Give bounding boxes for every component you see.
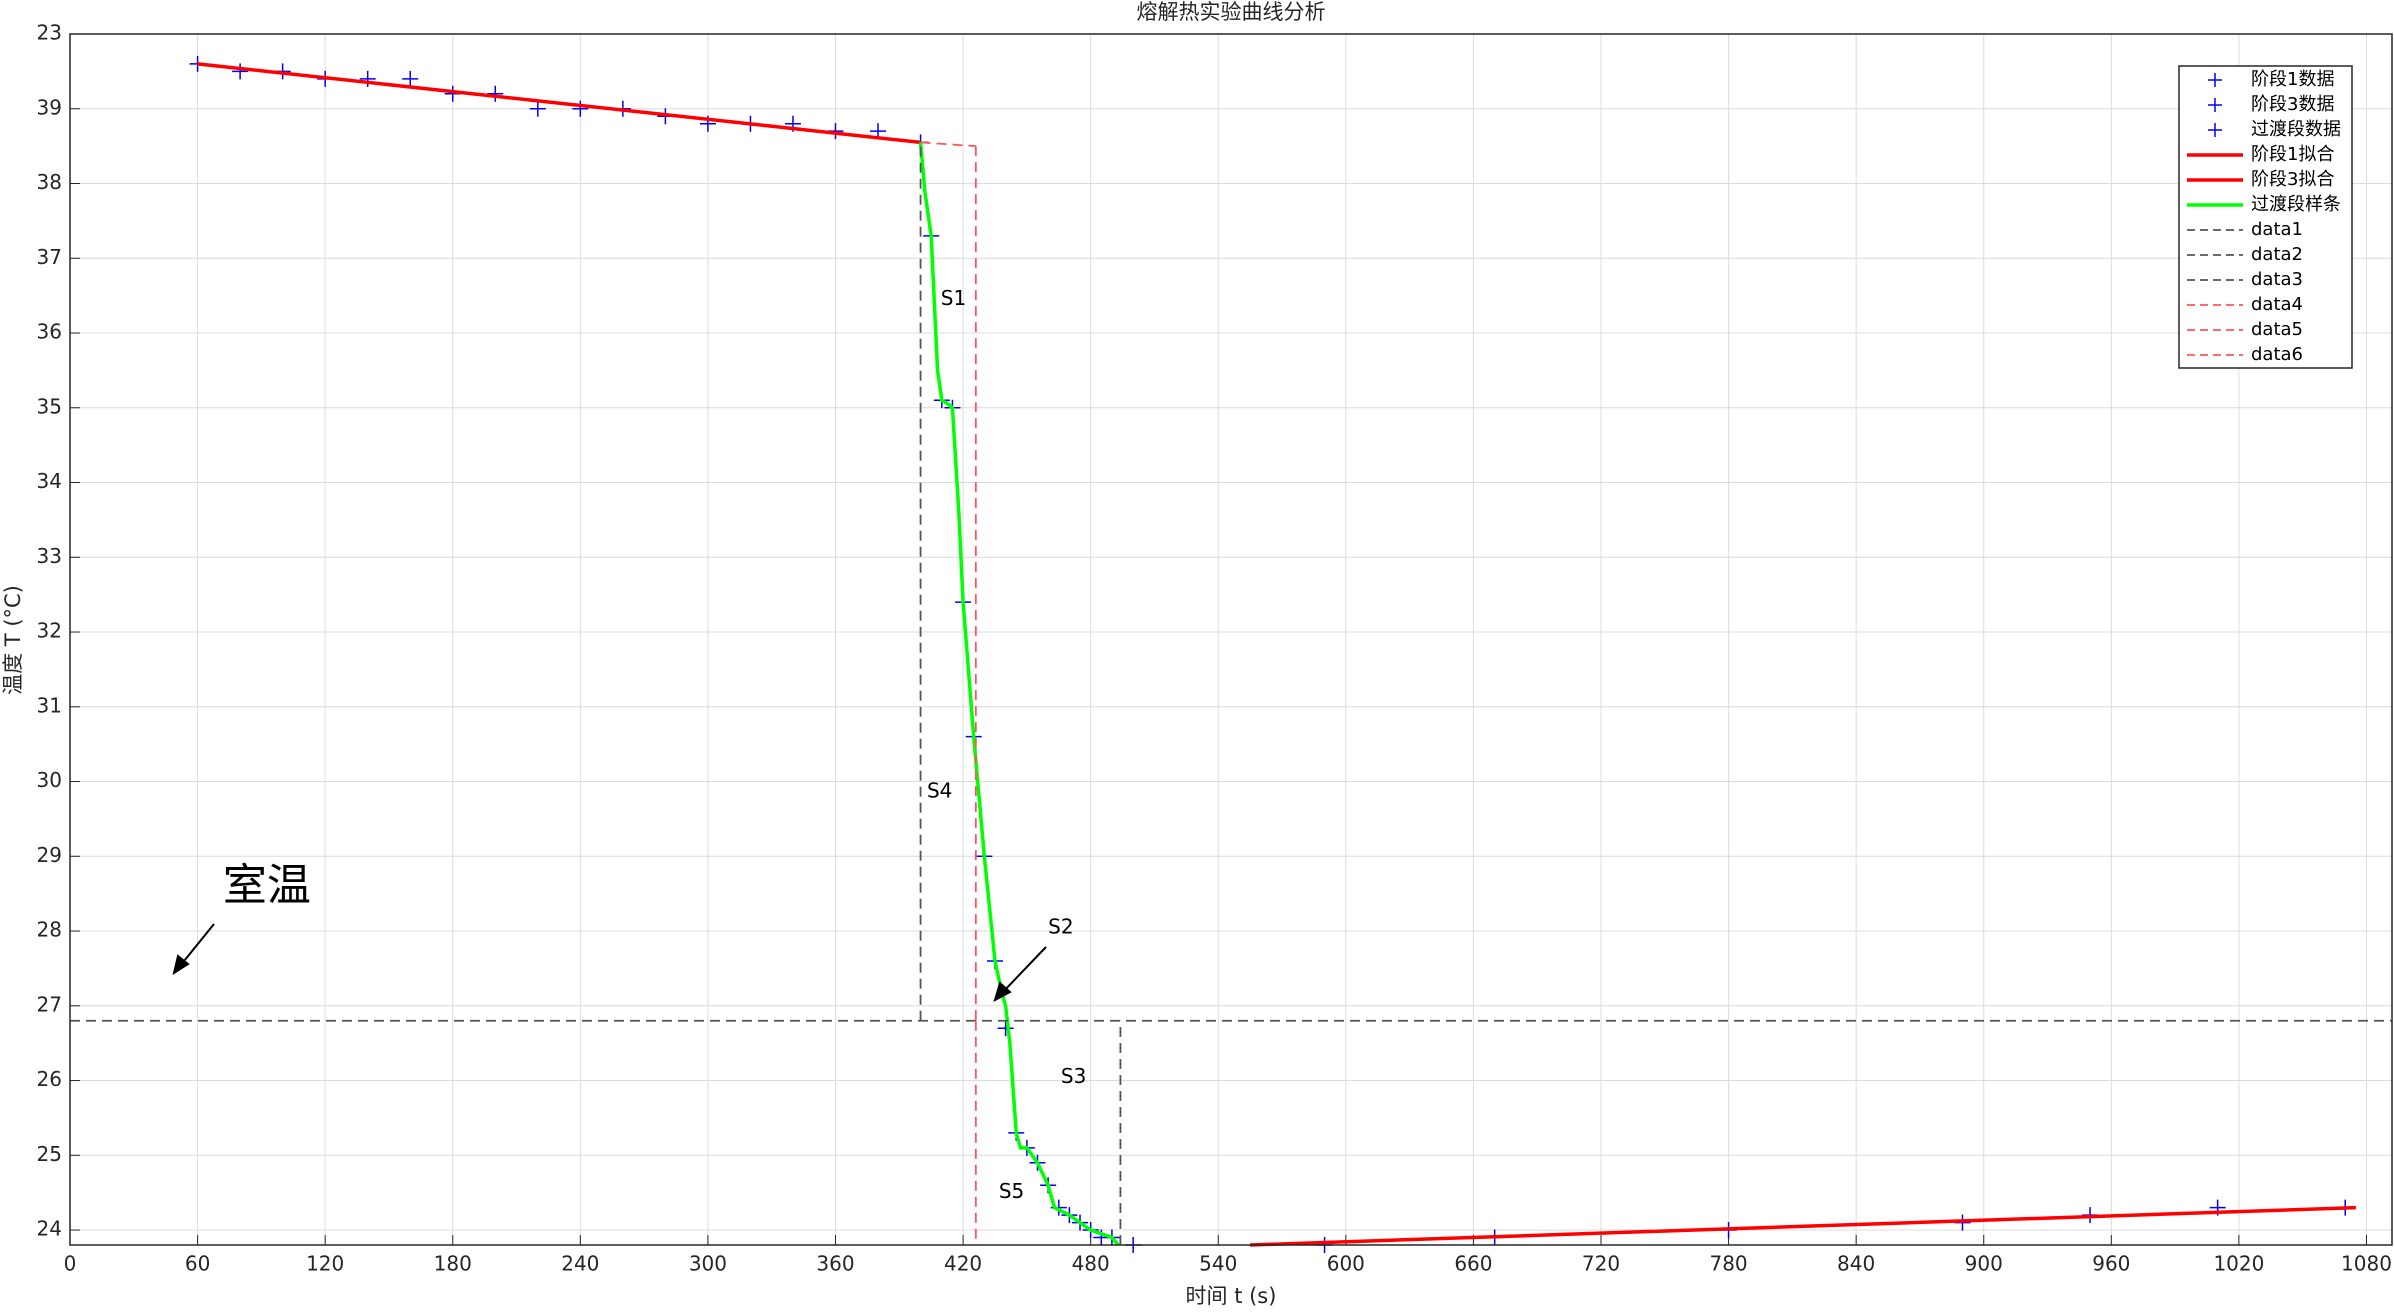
annotation: S1 [941,286,966,310]
data-point [572,100,589,117]
y-tick-label: 38 [37,170,62,194]
arrow [993,946,1047,1003]
x-tick-label: 1080 [2341,1252,2392,1276]
y-tick-label: 35 [37,394,62,418]
y-tick-label: 34 [37,469,62,493]
y-tick-label: 39 [37,95,62,119]
annotation: S3 [1061,1064,1086,1088]
chart-title: 熔解热实验曲线分析 [1137,0,1326,24]
arrow [172,923,215,976]
x-tick-label: 240 [561,1252,599,1276]
legend-label: 过渡段样条 [2251,194,2341,215]
x-tick-label: 300 [689,1252,727,1276]
legend-marker [2208,73,2222,87]
legend-label: data5 [2251,319,2303,340]
x-tick-label: 480 [1072,1252,1110,1276]
y-tick-label: 33 [37,544,62,568]
legend-marker [2208,123,2222,137]
legend-label: data2 [2251,244,2303,265]
legend-label: data3 [2251,269,2303,290]
y-tick-label: 24 [37,1217,62,1241]
y-tick-label: 29 [37,843,62,867]
legend-label: 阶段3拟合 [2251,169,2334,190]
y-tick-label: 23 [37,21,62,45]
annotation: 室温 [223,860,311,911]
x-tick-label: 900 [1965,1252,2003,1276]
legend-label: data6 [2251,344,2303,365]
reference-line [920,141,976,148]
y-tick-label: 36 [37,320,62,344]
legend-label: data1 [2251,219,2303,240]
data-point [232,63,249,80]
y-tick-label: 26 [37,1067,62,1091]
x-tick-label: 600 [1327,1252,1365,1276]
y-tick-label: 37 [37,245,62,269]
legend-label: data4 [2251,294,2303,315]
data-point [997,1020,1014,1037]
y-axis-label: 温度 T (°C) [1,585,25,695]
x-tick-label: 60 [185,1252,210,1276]
x-tick-label: 840 [1837,1252,1875,1276]
axes-box [69,33,2393,1246]
y-tick-label: 28 [37,918,62,942]
x-tick-label: 360 [816,1252,854,1276]
x-axis-label: 时间 t (s) [1186,1284,1277,1308]
fit-line [197,62,921,145]
x-tick-label: 420 [944,1252,982,1276]
data-point [487,85,504,102]
legend-marker [2208,98,2222,112]
x-tick-label: 540 [1199,1252,1237,1276]
x-tick-label: 0 [64,1252,77,1276]
data-point [359,70,376,87]
x-tick-label: 960 [2092,1252,2130,1276]
data-point [529,100,546,117]
legend-box [2178,65,2353,369]
x-tick-label: 720 [1582,1252,1620,1276]
annotation: S5 [999,1179,1024,1203]
fit-line [1250,1205,2356,1247]
x-tick-label: 1020 [2213,1252,2264,1276]
x-tick-label: 660 [1454,1252,1492,1276]
y-tick-label: 32 [37,619,62,643]
legend-label: 阶段1数据 [2251,69,2334,90]
data-point [402,70,419,87]
y-tick-label: 31 [37,693,62,717]
y-tick-label: 25 [37,1142,62,1166]
y-tick-label: 27 [37,992,62,1016]
legend-label: 阶段3数据 [2251,94,2334,115]
legend-label: 过渡段数据 [2251,119,2341,140]
x-tick-label: 780 [1709,1252,1747,1276]
annotation: S4 [927,778,952,802]
y-tick-label: 30 [37,768,62,792]
x-tick-label: 120 [306,1252,344,1276]
legend-label: 阶段1拟合 [2251,144,2334,165]
annotation: S2 [1048,915,1073,939]
x-tick-label: 180 [434,1252,472,1276]
